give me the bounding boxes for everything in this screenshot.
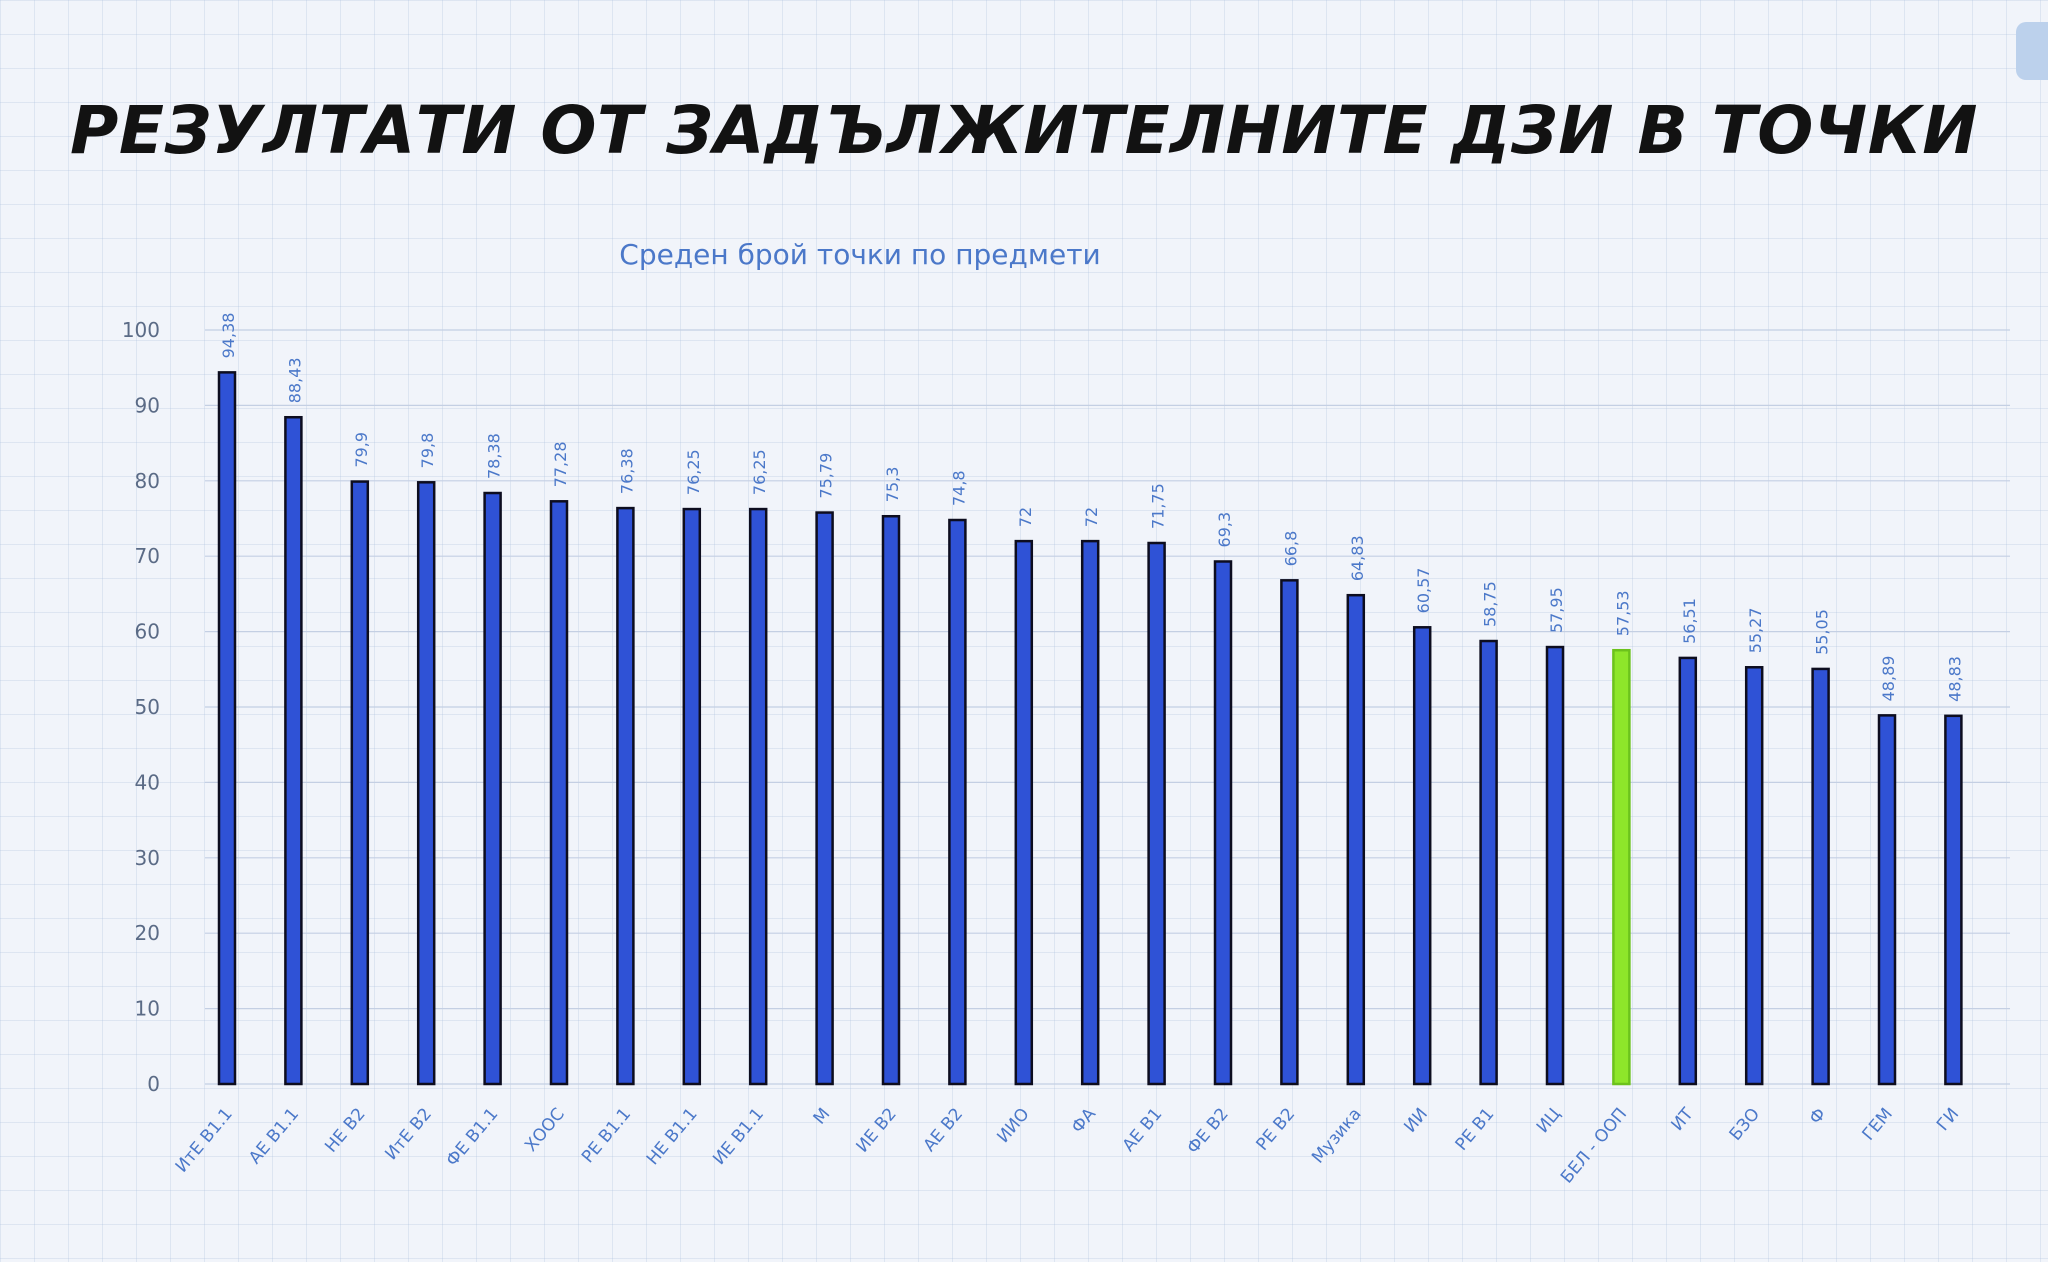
bar xyxy=(1014,539,1034,1086)
x-tick-label: АЕ В1 xyxy=(1119,1104,1167,1155)
x-tick-label: М xyxy=(810,1104,835,1128)
data-label: 56,51 xyxy=(1680,598,1699,644)
y-tick-label: 100 xyxy=(122,318,160,342)
bar xyxy=(881,514,901,1086)
bar xyxy=(217,371,237,1086)
bar xyxy=(416,481,436,1086)
x-tick-label: НЕ В1.1 xyxy=(643,1104,702,1169)
data-label: 75,79 xyxy=(817,453,836,499)
bar xyxy=(1346,593,1366,1086)
data-label: 55,05 xyxy=(1813,609,1832,655)
data-label: 60,57 xyxy=(1414,567,1433,613)
bar xyxy=(1612,648,1631,1086)
y-tick-label: 80 xyxy=(135,469,160,493)
y-tick-label: 40 xyxy=(135,770,160,794)
x-tick-label: ФЕ В1.1 xyxy=(442,1104,502,1170)
bar xyxy=(483,491,502,1086)
data-label: 66,8 xyxy=(1281,531,1300,567)
data-label: 78,38 xyxy=(485,433,504,479)
bar xyxy=(1479,639,1498,1086)
x-tick-label: ИЦ xyxy=(1533,1104,1565,1137)
y-tick-label: 60 xyxy=(135,620,160,644)
x-tick-label: РЕ В2 xyxy=(1252,1104,1299,1154)
data-label: 75,3 xyxy=(883,467,902,503)
data-label: 79,9 xyxy=(352,432,371,468)
bar xyxy=(1744,666,1764,1086)
x-tick-label: ФА xyxy=(1068,1104,1100,1137)
y-tick-label: 30 xyxy=(135,846,160,870)
bar xyxy=(1280,579,1299,1086)
x-tick-label: Ф xyxy=(1806,1104,1831,1128)
bar xyxy=(682,507,702,1086)
x-tick-label: НЕ В2 xyxy=(321,1104,369,1156)
x-tick-label: АЕ В1.1 xyxy=(245,1104,303,1168)
data-label: 77,28 xyxy=(551,441,570,487)
data-label: 76,25 xyxy=(750,449,769,495)
data-label: 69,3 xyxy=(1215,512,1234,548)
data-label: 57,53 xyxy=(1613,590,1632,636)
data-label: 74,8 xyxy=(949,470,968,506)
bar xyxy=(1080,539,1100,1086)
data-label: 79,8 xyxy=(418,433,437,469)
x-tick-label: ИИ xyxy=(1400,1104,1432,1136)
bar xyxy=(549,500,569,1086)
x-tick-label: ГИ xyxy=(1933,1104,1963,1135)
y-tick-label: 90 xyxy=(135,393,160,417)
x-tick-label: ИИО xyxy=(993,1104,1033,1147)
bar xyxy=(948,518,967,1086)
data-label: 71,75 xyxy=(1149,483,1168,529)
x-tick-label: БЗО xyxy=(1726,1104,1764,1144)
bar xyxy=(1811,667,1830,1086)
x-tick-label: ИтЕ В2 xyxy=(381,1104,436,1164)
x-tick-label: ГЕМ xyxy=(1859,1104,1897,1144)
y-tick-label: 10 xyxy=(135,997,160,1021)
x-tick-label: РЕ В1.1 xyxy=(578,1104,635,1167)
chart-title: Среден брой точки по предмети xyxy=(619,238,1101,271)
x-tick-label: ИтЕ В1.1 xyxy=(172,1104,237,1176)
data-label: 76,25 xyxy=(684,449,703,495)
y-tick-label: 20 xyxy=(135,921,160,945)
x-tick-label: РЕ В1 xyxy=(1452,1104,1499,1154)
x-tick-label: АЕ В2 xyxy=(920,1104,968,1155)
data-label: 72 xyxy=(1082,507,1101,527)
x-tick-label: БЕЛ - ООП xyxy=(1557,1104,1631,1187)
data-label: 48,89 xyxy=(1879,656,1898,702)
x-tick-label: ХООС xyxy=(521,1104,569,1155)
data-label: 76,38 xyxy=(617,448,636,494)
x-tick-label: ИТ xyxy=(1667,1104,1698,1135)
x-tick-label: Музика xyxy=(1308,1104,1365,1167)
bar xyxy=(1545,645,1565,1086)
y-tick-label: 0 xyxy=(147,1072,160,1096)
slide-title: РЕЗУЛТАТИ ОТ ЗАДЪЛЖИТЕЛНИТЕ ДЗИ В ТОЧКИ xyxy=(70,92,1978,169)
data-label: 57,95 xyxy=(1547,587,1566,633)
bar xyxy=(1678,656,1698,1086)
data-label: 88,43 xyxy=(285,357,304,403)
data-label: 72 xyxy=(1016,507,1035,527)
bar xyxy=(1213,560,1233,1086)
data-label: 58,75 xyxy=(1481,581,1500,627)
y-tick-label: 70 xyxy=(135,544,160,568)
bar xyxy=(1412,626,1432,1086)
bar xyxy=(616,506,635,1086)
x-tick-label: ИЕ В2 xyxy=(853,1104,901,1156)
data-label: 94,38 xyxy=(219,313,238,359)
bar xyxy=(1877,714,1897,1086)
bar xyxy=(350,480,370,1086)
data-label: 55,27 xyxy=(1746,607,1765,653)
x-tick-label: ФЕ В2 xyxy=(1183,1104,1233,1158)
y-tick-label: 50 xyxy=(135,695,160,719)
x-tick-label: ИЕ В1.1 xyxy=(709,1104,768,1169)
data-label: 48,83 xyxy=(1945,656,1964,702)
data-label: 64,83 xyxy=(1348,535,1367,581)
bar xyxy=(748,507,768,1086)
bar xyxy=(815,511,834,1086)
bar xyxy=(284,415,303,1086)
corner-tab xyxy=(2016,22,2048,80)
bar xyxy=(1944,714,1963,1086)
bar xyxy=(1147,541,1166,1086)
